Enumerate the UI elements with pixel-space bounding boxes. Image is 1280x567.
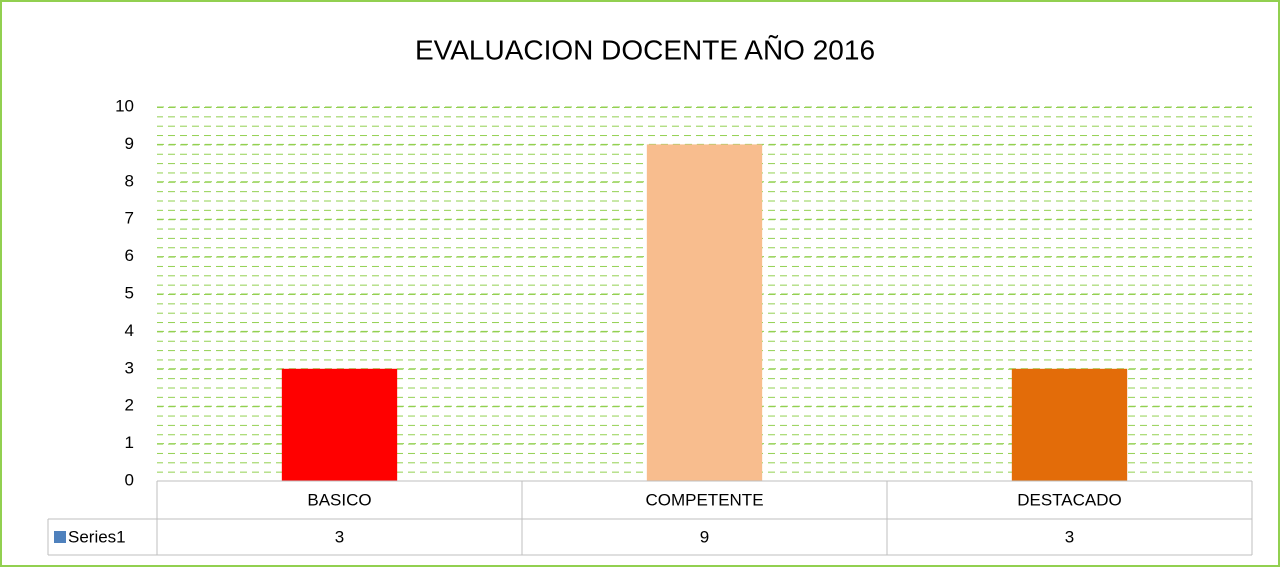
y-tick-label: 2 [125, 396, 134, 415]
y-tick-label: 0 [125, 470, 134, 489]
bar [1011, 368, 1128, 481]
y-tick-label: 6 [125, 246, 134, 265]
x-tick-label: BASICO [307, 490, 371, 509]
bar [646, 144, 763, 481]
y-tick-label: 10 [115, 96, 134, 115]
y-tick-label: 3 [125, 358, 134, 377]
table-value: 3 [335, 527, 344, 546]
table-value: 3 [1065, 527, 1074, 546]
y-tick-label: 9 [125, 134, 134, 153]
y-tick-label: 4 [125, 321, 134, 340]
bar [281, 368, 398, 481]
y-tick-label: 7 [125, 209, 134, 228]
y-tick-label: 8 [125, 171, 134, 190]
chart-title: EVALUACION DOCENTE AÑO 2016 [415, 34, 875, 65]
x-tick-label: COMPETENTE [645, 490, 763, 509]
y-tick-label: 1 [125, 433, 134, 452]
legend-label: Series1 [68, 527, 126, 546]
x-tick-label: DESTACADO [1017, 490, 1122, 509]
y-tick-label: 5 [125, 283, 134, 302]
legend-swatch [54, 531, 66, 543]
table-value: 9 [700, 527, 709, 546]
